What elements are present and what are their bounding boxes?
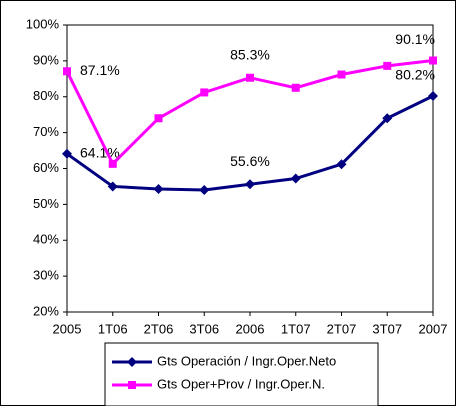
- x-tick-label: 2007: [419, 321, 448, 336]
- marker: [383, 61, 392, 70]
- x-tick-label: 3T07: [372, 321, 402, 336]
- y-tick-label: 70%: [33, 124, 59, 139]
- marker: [127, 357, 137, 367]
- marker: [199, 185, 210, 196]
- marker: [107, 181, 118, 192]
- x-tick-label: 3T06: [189, 321, 219, 336]
- y-tick-label: 80%: [33, 88, 59, 103]
- marker: [290, 173, 301, 184]
- marker: [382, 113, 393, 124]
- data-label: 80.2%: [395, 67, 435, 83]
- y-tick-label: 20%: [33, 303, 59, 318]
- marker: [429, 56, 437, 65]
- marker: [337, 70, 346, 79]
- marker: [153, 183, 164, 194]
- legend-box: [104, 342, 379, 406]
- x-tick-label: 2T06: [144, 321, 174, 336]
- marker: [200, 88, 209, 97]
- y-tick-label: 90%: [33, 52, 59, 67]
- marker: [245, 179, 255, 190]
- x-tick-label: 2T07: [327, 321, 357, 336]
- y-tick-label: 60%: [33, 160, 59, 175]
- x-tick-label: 2006: [236, 321, 265, 336]
- marker: [154, 114, 163, 123]
- marker: [291, 83, 300, 92]
- marker: [428, 91, 438, 102]
- marker: [108, 159, 117, 168]
- x-tick-label: 2005: [53, 321, 82, 336]
- y-tick-label: 30%: [33, 268, 59, 283]
- data-label: 87.1%: [80, 62, 120, 78]
- data-label: 90.1%: [395, 31, 435, 47]
- data-label: 85.3%: [230, 46, 270, 62]
- legend-label: Gts Operación / Ingr.Oper.Neto: [157, 353, 336, 368]
- y-tick-label: 40%: [33, 232, 59, 247]
- data-label: 64.1%: [80, 144, 120, 160]
- y-tick-label: 50%: [33, 196, 59, 211]
- marker: [63, 67, 71, 76]
- legend-label: Gts Oper+Prov / Ingr.Oper.N.: [157, 376, 325, 391]
- x-tick-label: 1T06: [98, 321, 128, 336]
- marker: [62, 148, 72, 159]
- marker: [246, 73, 254, 82]
- x-tick-label: 1T07: [281, 321, 311, 336]
- marker: [336, 159, 347, 170]
- marker: [128, 381, 136, 389]
- y-tick-label: 100%: [26, 16, 60, 31]
- data-label: 55.6%: [230, 153, 270, 169]
